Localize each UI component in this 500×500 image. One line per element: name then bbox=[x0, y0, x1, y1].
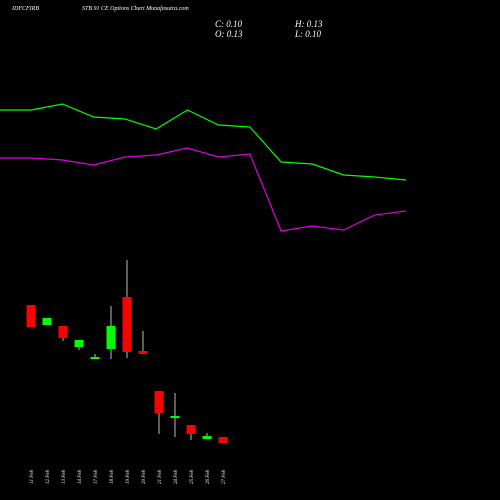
candle-body bbox=[186, 425, 196, 434]
candle-body bbox=[26, 305, 36, 327]
x-tick-label: 11 Feb bbox=[30, 470, 35, 484]
indicator-line bbox=[0, 147, 407, 232]
x-tick-label: 18 Feb bbox=[110, 470, 115, 485]
x-tick-label: 17 Feb bbox=[94, 470, 99, 485]
low-label: L: 0.10 bbox=[294, 29, 322, 39]
candle-body bbox=[58, 326, 68, 338]
x-tick-label: 24 Feb bbox=[174, 470, 179, 485]
close-label: C: 0.10 bbox=[215, 19, 243, 29]
candle-body bbox=[218, 437, 228, 443]
candle-body bbox=[170, 416, 180, 418]
candle-body bbox=[122, 297, 132, 352]
open-label: O: 0.13 bbox=[215, 29, 243, 39]
candle-body bbox=[154, 391, 164, 413]
x-tick-label: 21 Feb bbox=[158, 470, 163, 485]
candle-body bbox=[42, 318, 52, 325]
candle-body bbox=[106, 326, 116, 349]
x-tick-label: 25 Feb bbox=[190, 470, 195, 485]
indicator-line bbox=[0, 103, 407, 181]
x-tick-label: 20 Feb bbox=[142, 470, 147, 485]
x-tick-label: 26 Feb bbox=[206, 470, 211, 485]
candle-body bbox=[138, 351, 148, 354]
x-tick-label: 14 Feb bbox=[78, 470, 83, 485]
x-tick-label: 27 Feb bbox=[222, 470, 227, 485]
chart-title: STB 91 CE Options Chart Munafasutra.com bbox=[82, 5, 189, 12]
candle-body bbox=[74, 340, 84, 347]
x-tick-label: 19 Feb bbox=[126, 470, 131, 485]
high-label: H: 0.13 bbox=[294, 19, 323, 29]
x-tick-label: 12 Feb bbox=[46, 470, 51, 485]
candle-body bbox=[202, 436, 212, 439]
symbol: IDFCFIRB bbox=[11, 6, 39, 12]
x-tick-label: 13 Feb bbox=[62, 470, 67, 485]
candle-body bbox=[90, 357, 100, 359]
